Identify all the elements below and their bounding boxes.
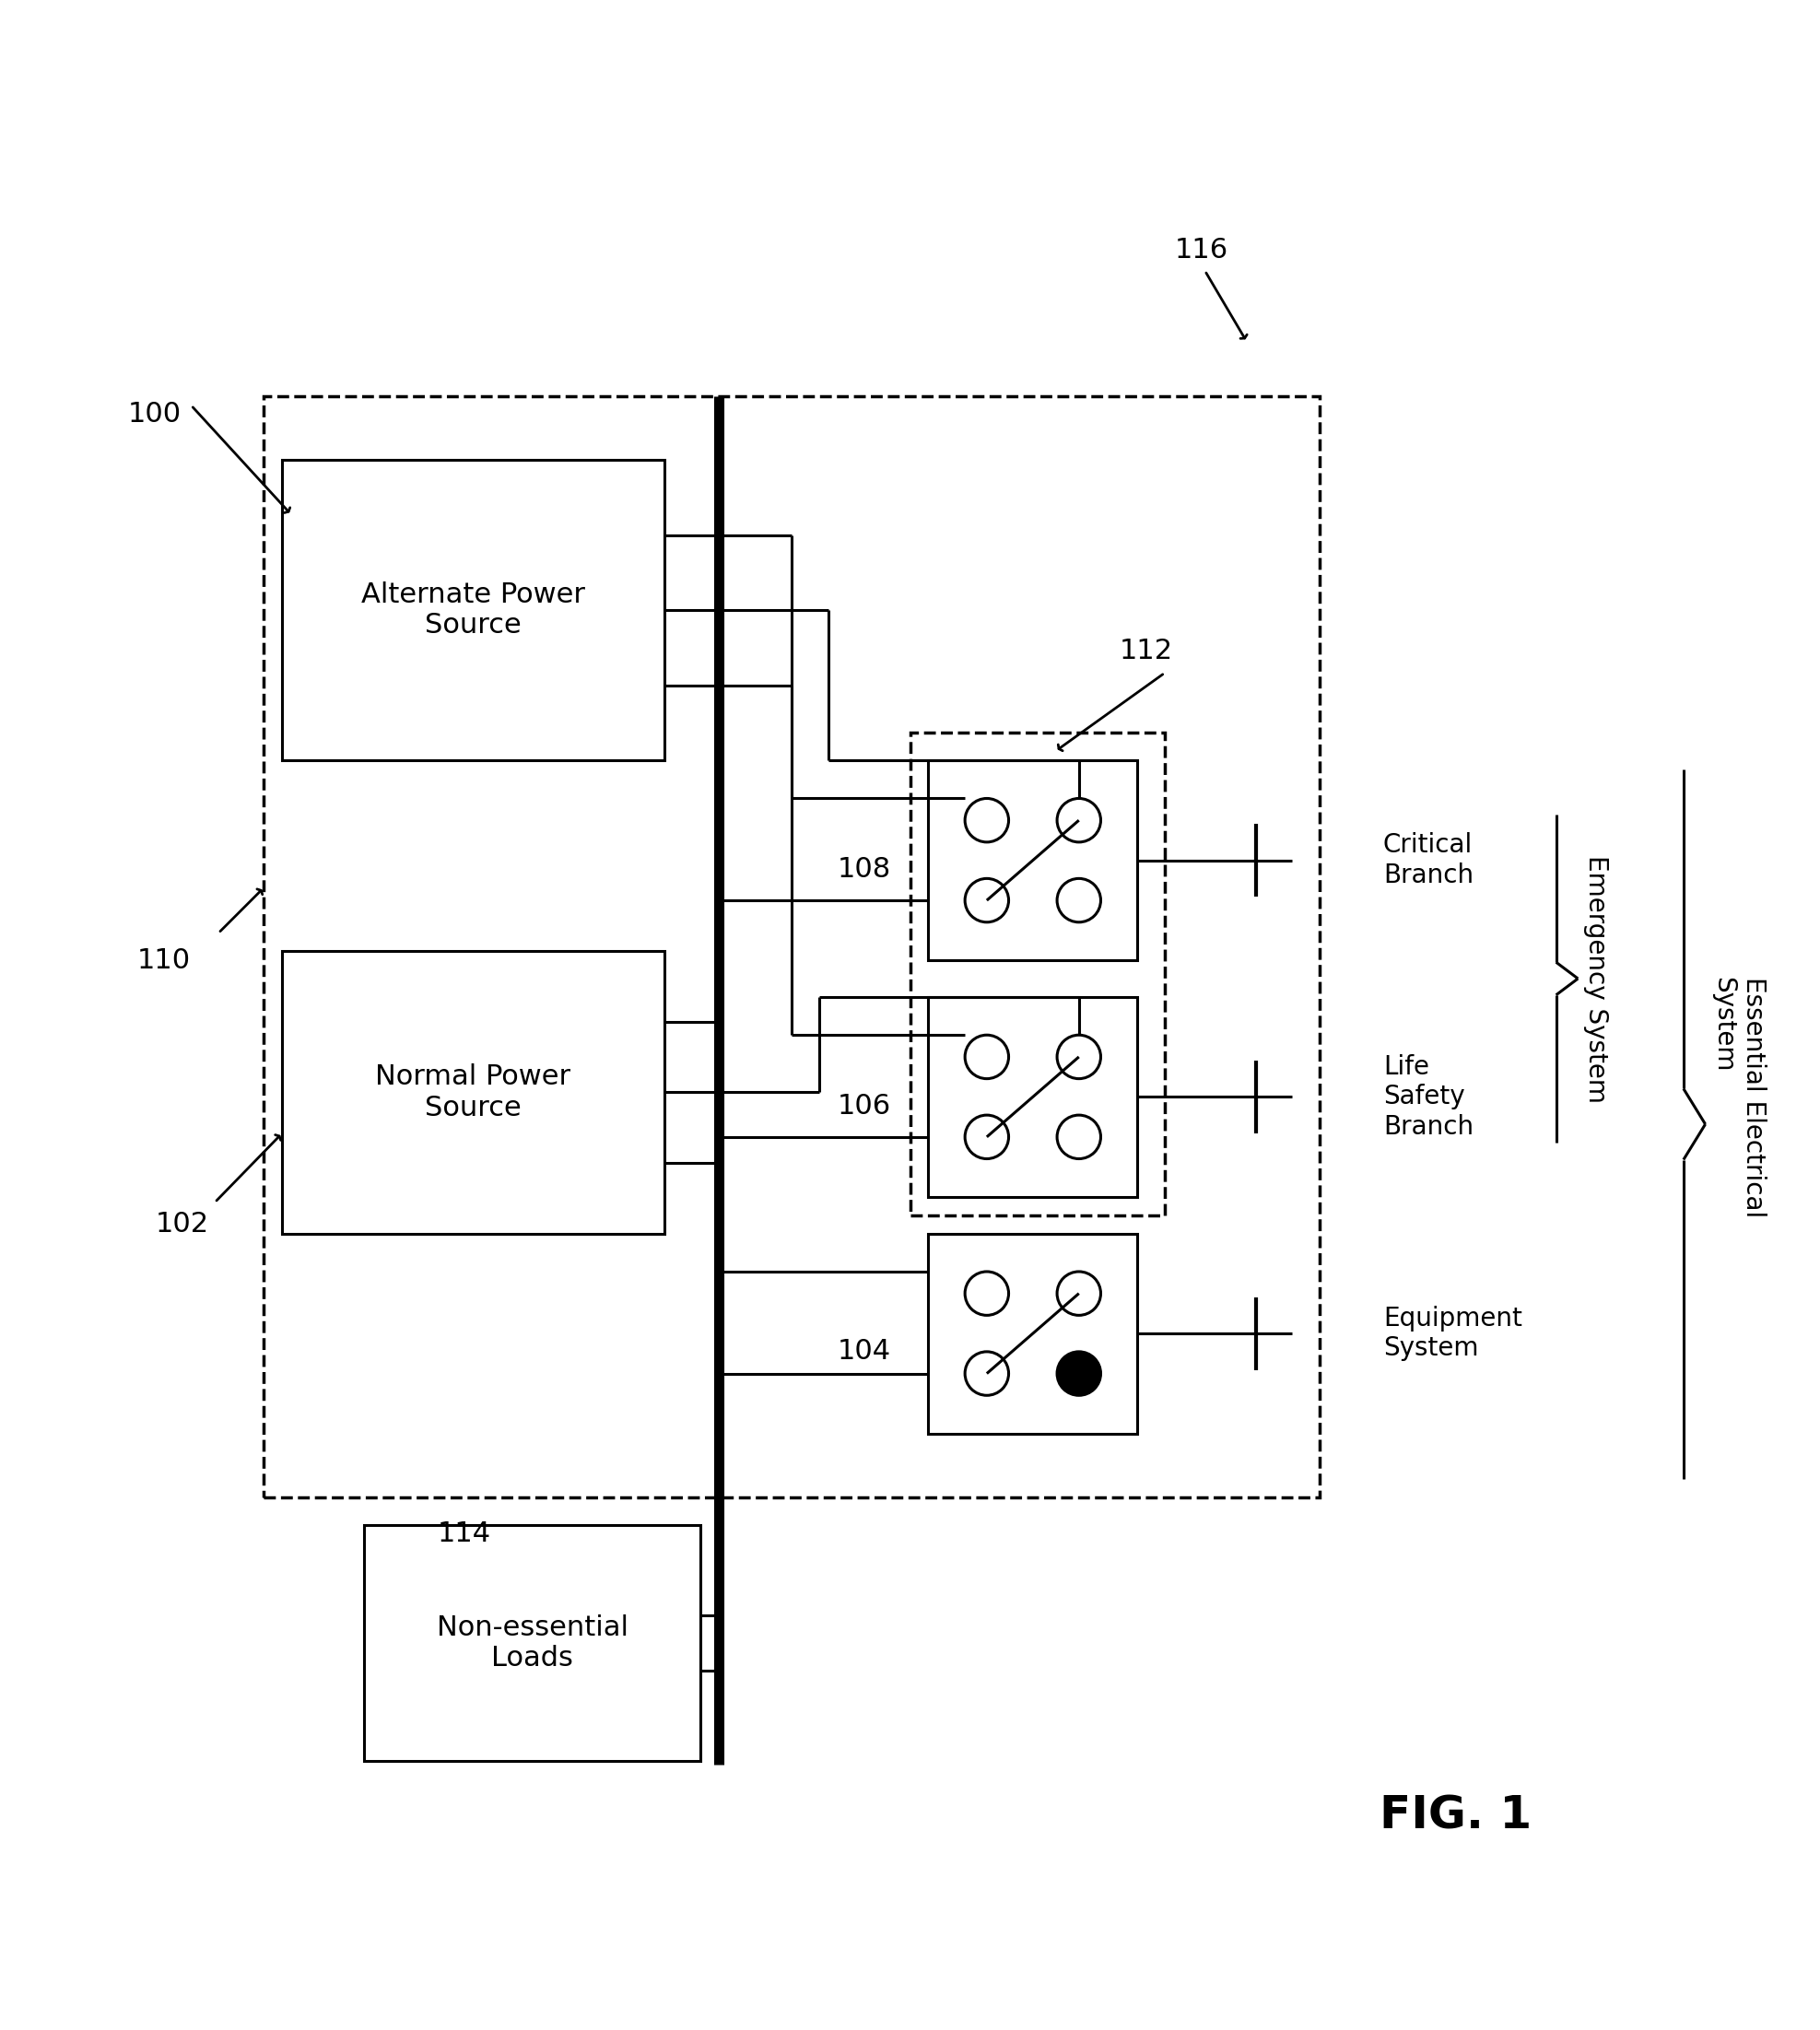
Text: 112: 112 (1119, 637, 1174, 664)
Text: 102: 102 (155, 1212, 209, 1238)
Text: Emergency System: Emergency System (1583, 855, 1609, 1102)
Text: 100: 100 (127, 402, 182, 428)
Text: Equipment
System: Equipment System (1383, 1305, 1522, 1362)
Text: Life
Safety
Branch: Life Safety Branch (1383, 1054, 1474, 1139)
Text: 104: 104 (837, 1338, 892, 1364)
Bar (928, 997, 1138, 1198)
Text: Alternate Power
Source: Alternate Power Source (360, 581, 586, 639)
Text: Essential Electrical
System: Essential Electrical System (1711, 976, 1767, 1218)
Bar (910, 733, 1165, 1216)
Text: Non-essential
Loads: Non-essential Loads (437, 1614, 628, 1673)
Bar (264, 396, 1320, 1498)
Text: Critical
Branch: Critical Branch (1383, 832, 1474, 889)
Bar (928, 1234, 1138, 1433)
Text: 110: 110 (136, 948, 191, 974)
Bar (282, 461, 664, 759)
Text: 116: 116 (1174, 238, 1228, 264)
Text: 106: 106 (837, 1092, 892, 1119)
Bar (928, 759, 1138, 960)
Text: FIG. 1: FIG. 1 (1380, 1795, 1532, 1837)
Circle shape (1057, 1352, 1101, 1395)
Text: Normal Power
Source: Normal Power Source (375, 1064, 571, 1121)
Bar (282, 952, 664, 1234)
Bar (364, 1525, 701, 1762)
Text: 108: 108 (837, 857, 892, 883)
Text: 114: 114 (437, 1520, 491, 1547)
